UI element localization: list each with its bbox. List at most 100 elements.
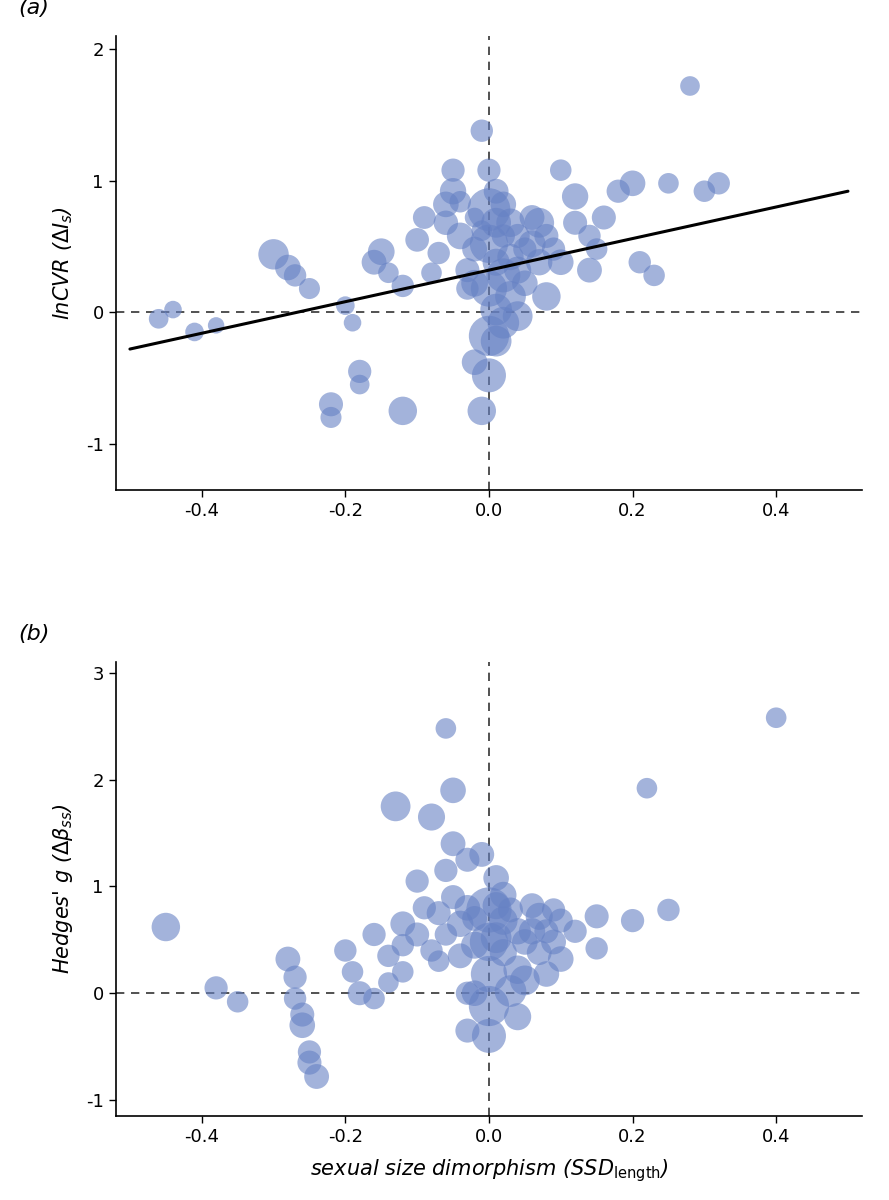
Point — [188, 323, 202, 342]
Point — [151, 310, 165, 329]
Point — [439, 194, 453, 214]
Point — [496, 265, 510, 284]
Point — [288, 967, 302, 986]
Point — [367, 989, 381, 1008]
Point — [683, 77, 697, 96]
Y-axis label: lnCVR ($\Delta I_s$): lnCVR ($\Delta I_s$) — [52, 206, 75, 320]
Point — [533, 907, 547, 926]
Point — [711, 174, 725, 193]
Point — [230, 992, 244, 1012]
Point — [482, 900, 496, 919]
Point — [475, 221, 489, 240]
Point — [568, 922, 582, 941]
Point — [288, 989, 302, 1008]
Point — [482, 366, 496, 385]
Point — [381, 947, 396, 966]
Point — [446, 834, 461, 853]
Point — [353, 362, 367, 382]
Point — [295, 1015, 309, 1034]
Point — [475, 121, 489, 140]
Point — [489, 253, 503, 272]
Point — [510, 1007, 525, 1026]
Point — [410, 925, 424, 944]
Point — [503, 214, 517, 233]
Point — [453, 227, 468, 246]
Point — [302, 1054, 316, 1073]
Point — [424, 263, 438, 282]
Point — [510, 960, 525, 979]
Point — [482, 326, 496, 346]
Point — [611, 181, 625, 200]
Point — [439, 860, 453, 880]
Point — [626, 174, 640, 193]
Point — [640, 779, 654, 798]
Point — [540, 227, 554, 246]
Point — [510, 260, 525, 280]
X-axis label: sexual size dimorphism (SSD$_{\rm length}$): sexual size dimorphism (SSD$_{\rm length… — [309, 1157, 669, 1183]
Point — [769, 708, 783, 727]
Point — [367, 253, 381, 272]
Point — [388, 797, 403, 816]
Point — [461, 898, 475, 917]
Y-axis label: Hedges' $g$ ($\Delta\beta_{ss}$): Hedges' $g$ ($\Delta\beta_{ss}$) — [51, 804, 75, 974]
Point — [468, 984, 482, 1003]
Point — [417, 208, 431, 227]
Point — [396, 936, 410, 955]
Point — [396, 401, 410, 420]
Point — [503, 982, 517, 1001]
Point — [503, 247, 517, 266]
Point — [453, 914, 468, 934]
Point — [568, 214, 582, 233]
Point — [510, 306, 525, 325]
Point — [209, 316, 223, 335]
Point — [496, 943, 510, 962]
Point — [517, 971, 532, 990]
Point — [517, 240, 532, 259]
Point — [439, 719, 453, 738]
Point — [461, 984, 475, 1003]
Point — [324, 395, 338, 414]
Text: (b): (b) — [19, 624, 50, 644]
Point — [489, 869, 503, 888]
Point — [288, 265, 302, 284]
Point — [533, 253, 547, 272]
Point — [324, 408, 338, 427]
Point — [453, 947, 468, 966]
Point — [489, 928, 503, 947]
Point — [431, 244, 445, 263]
Point — [540, 287, 554, 306]
Point — [381, 973, 396, 992]
Point — [446, 888, 461, 907]
Point — [468, 240, 482, 259]
Point — [482, 200, 496, 220]
Point — [475, 845, 489, 864]
Point — [446, 161, 461, 180]
Point — [468, 936, 482, 955]
Point — [295, 1004, 309, 1024]
Point — [525, 234, 539, 253]
Point — [346, 962, 360, 982]
Point — [547, 932, 561, 952]
Point — [517, 274, 532, 293]
Point — [439, 925, 453, 944]
Point — [346, 313, 360, 332]
Point — [568, 187, 582, 206]
Point — [540, 922, 554, 941]
Point — [482, 965, 496, 984]
Point — [281, 949, 295, 968]
Point — [510, 922, 525, 941]
Point — [166, 300, 180, 319]
Point — [410, 230, 424, 250]
Point — [496, 194, 510, 214]
Point — [461, 1021, 475, 1040]
Point — [554, 949, 568, 968]
Point — [431, 904, 445, 923]
Point — [589, 907, 604, 926]
Point — [697, 181, 711, 200]
Point — [503, 287, 517, 306]
Point — [626, 911, 640, 930]
Point — [517, 932, 532, 952]
Point — [554, 161, 568, 180]
Point — [547, 240, 561, 259]
Point — [489, 896, 503, 916]
